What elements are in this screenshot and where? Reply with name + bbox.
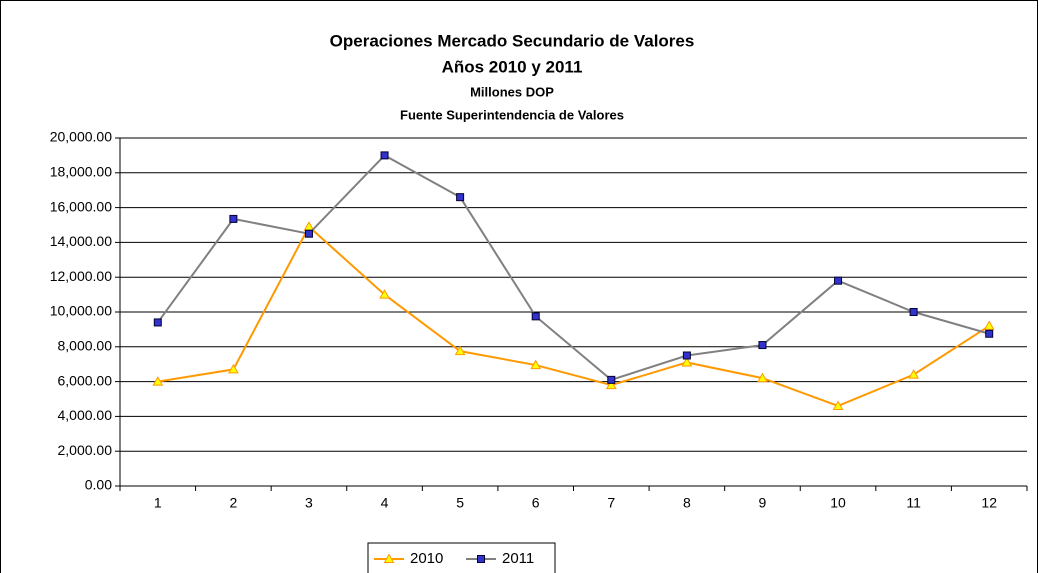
point (681, 356, 693, 367)
y-tick-label: 14,000.00 (50, 233, 112, 249)
point (530, 359, 542, 370)
x-tick-label: 11 (906, 495, 921, 511)
point (607, 375, 616, 384)
y-tick-label: 4,000.00 (58, 407, 113, 423)
y-tick-label: 18,000.00 (50, 164, 112, 180)
point (605, 379, 617, 390)
chart-title: Operaciones Mercado Secundario de Valore… (330, 31, 695, 50)
point (983, 320, 995, 330)
x-tick-label: 8 (683, 495, 691, 511)
x-tick-label: 9 (759, 495, 767, 511)
y-tick-label: 6,000.00 (58, 372, 113, 388)
legend-marker (383, 553, 395, 563)
point (531, 312, 540, 321)
chart-units: Millones DOP (470, 84, 554, 99)
point (909, 308, 918, 316)
y-tick-label: 0.00 (85, 477, 112, 493)
chart-source: Fuente Superintendencia de Valores (400, 107, 624, 122)
point (758, 341, 767, 350)
x-tick-label: 6 (532, 495, 540, 511)
x-tick-label: 7 (607, 495, 615, 511)
y-tick-label: 2,000.00 (58, 442, 113, 458)
legend-label: 2010 (410, 550, 443, 567)
point (456, 193, 465, 202)
point (682, 351, 691, 360)
series-line (157, 225, 990, 408)
point (379, 289, 390, 299)
chart-subtitle: Años 2010 y 2011 (442, 57, 583, 76)
x-tick-label: 4 (381, 495, 389, 511)
x-tick-label: 10 (830, 495, 846, 511)
point (228, 363, 239, 374)
x-tick-label: 5 (456, 495, 464, 511)
x-tick-label: 1 (154, 495, 162, 511)
point (834, 276, 843, 285)
point (832, 400, 844, 410)
y-tick-label: 12,000.00 (50, 268, 112, 284)
point (153, 318, 162, 327)
y-tick-label: 8,000.00 (58, 338, 113, 354)
point (454, 345, 466, 356)
x-tick-label: 2 (229, 495, 237, 511)
point (304, 229, 313, 238)
point (152, 376, 164, 386)
point (757, 372, 768, 383)
point (908, 369, 919, 379)
point (229, 214, 238, 223)
point (380, 151, 389, 160)
y-tick-label: 16,000.00 (50, 198, 112, 214)
y-tick-label: 20,000.00 (50, 129, 112, 145)
legend-marker (477, 555, 485, 563)
x-tick-label: 3 (305, 495, 313, 511)
legend-label: 2011 (502, 550, 534, 567)
series-line (156, 154, 990, 381)
point (985, 329, 994, 338)
x-tick-label: 12 (981, 495, 997, 511)
y-tick-label: 10,000.00 (50, 303, 112, 319)
